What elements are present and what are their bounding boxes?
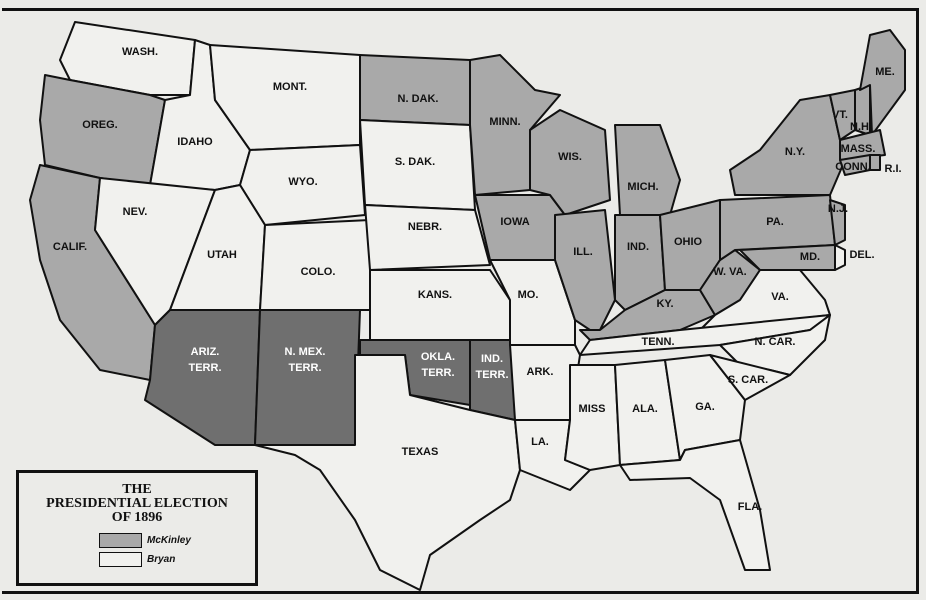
legend-swatch-mckinley [99,533,142,548]
legend-title-line1: THE [122,482,152,497]
state-label-ks: KANS. [418,289,452,301]
state-label-la: LA. [531,436,549,448]
state-label-ne: NEBR. [408,221,442,233]
state-label-ma: MASS. [841,143,876,155]
state-label-nv: NEV. [123,206,148,218]
state-label-mo: MO. [518,289,539,301]
state-label-nj: N.J. [828,203,848,215]
legend-item-bryan: Bryan [99,552,255,567]
state-wy [239,144,366,226]
state-label-vt: VT. [832,109,848,121]
state-label-ar: ARK. [527,366,554,378]
state-az [144,309,261,446]
state-label-wy: WYO. [288,176,317,188]
state-label-de: DEL. [849,249,874,261]
state-label-fl: FLA. [738,501,762,513]
state-label-nm: N. MEX. TERR. [285,346,326,374]
state-label-sc: S. CAR. [728,374,768,386]
state-label-mi: MICH. [627,181,658,193]
state-label-in: IND. [627,241,649,253]
state-ms [564,364,621,471]
state-label-wa: WASH. [122,46,158,58]
state-ma [839,129,886,161]
state-tx [254,354,521,591]
legend-label-bryan: Bryan [147,554,176,565]
legend-item-mckinley: McKinley [99,533,255,548]
state-label-me: ME. [875,66,895,78]
state-nj [829,199,846,246]
legend-title-line2: PRESIDENTIAL ELECTION [46,496,228,511]
state-label-ut: UTAH [207,249,237,261]
legend: THE PRESIDENTIAL ELECTION OF 1896 McKinl… [16,470,258,586]
state-label-co: COLO. [301,266,336,278]
state-label-it: IND. TERR. [476,353,509,381]
legend-swatch-bryan [99,552,142,567]
state-ks [369,269,511,341]
state-ri [869,154,881,171]
state-co [259,219,371,311]
legend-title-line3: OF 1896 [111,510,163,525]
state-label-mn: MINN. [489,116,520,128]
state-label-ms: MISS [579,403,606,415]
state-label-il: ILL. [573,246,593,258]
map-frame [2,8,919,594]
state-nd [359,54,471,126]
state-label-ok: OKLA. TERR. [421,351,455,379]
state-label-mt: MONT. [273,81,307,93]
state-label-wi: WIS. [558,151,582,163]
state-label-nd: N. DAK. [398,93,439,105]
state-label-nh: N.H. [850,121,872,133]
state-label-ca: CALIF. [53,241,87,253]
state-label-md: MD. [800,251,820,263]
state-label-ny: N.Y. [785,146,805,158]
state-ne [364,204,491,271]
state-label-ga: GA. [695,401,715,413]
state-label-id: IDAHO [177,136,213,148]
state-label-or: OREG. [82,119,117,131]
state-label-az: ARIZ. TERR. [189,346,222,374]
state-label-al: ALA. [632,403,658,415]
state-nm [254,309,361,446]
state-fl [619,439,771,571]
state-label-sd: S. DAK. [395,156,435,168]
state-label-tn: TENN. [642,336,675,348]
state-de [834,244,846,271]
state-sc [709,354,791,401]
state-label-va: VA. [771,291,789,303]
state-md [739,244,836,271]
state-label-ri: R.I. [884,163,901,175]
state-label-ct: CONN. [835,161,870,173]
state-ny [729,94,846,196]
state-label-tx: TEXAS [402,446,439,458]
state-me [859,29,906,136]
legend-label-mckinley: McKinley [147,535,191,546]
state-wi [529,109,611,216]
state-mi [614,124,681,216]
state-label-oh: OHIO [674,236,703,248]
state-label-ky: KY. [656,298,673,310]
state-label-nc: N. CAR. [755,336,796,348]
state-label-wv: W. VA. [713,266,746,278]
state-label-pa: PA. [766,216,784,228]
state-label-ia: IOWA [500,216,529,228]
